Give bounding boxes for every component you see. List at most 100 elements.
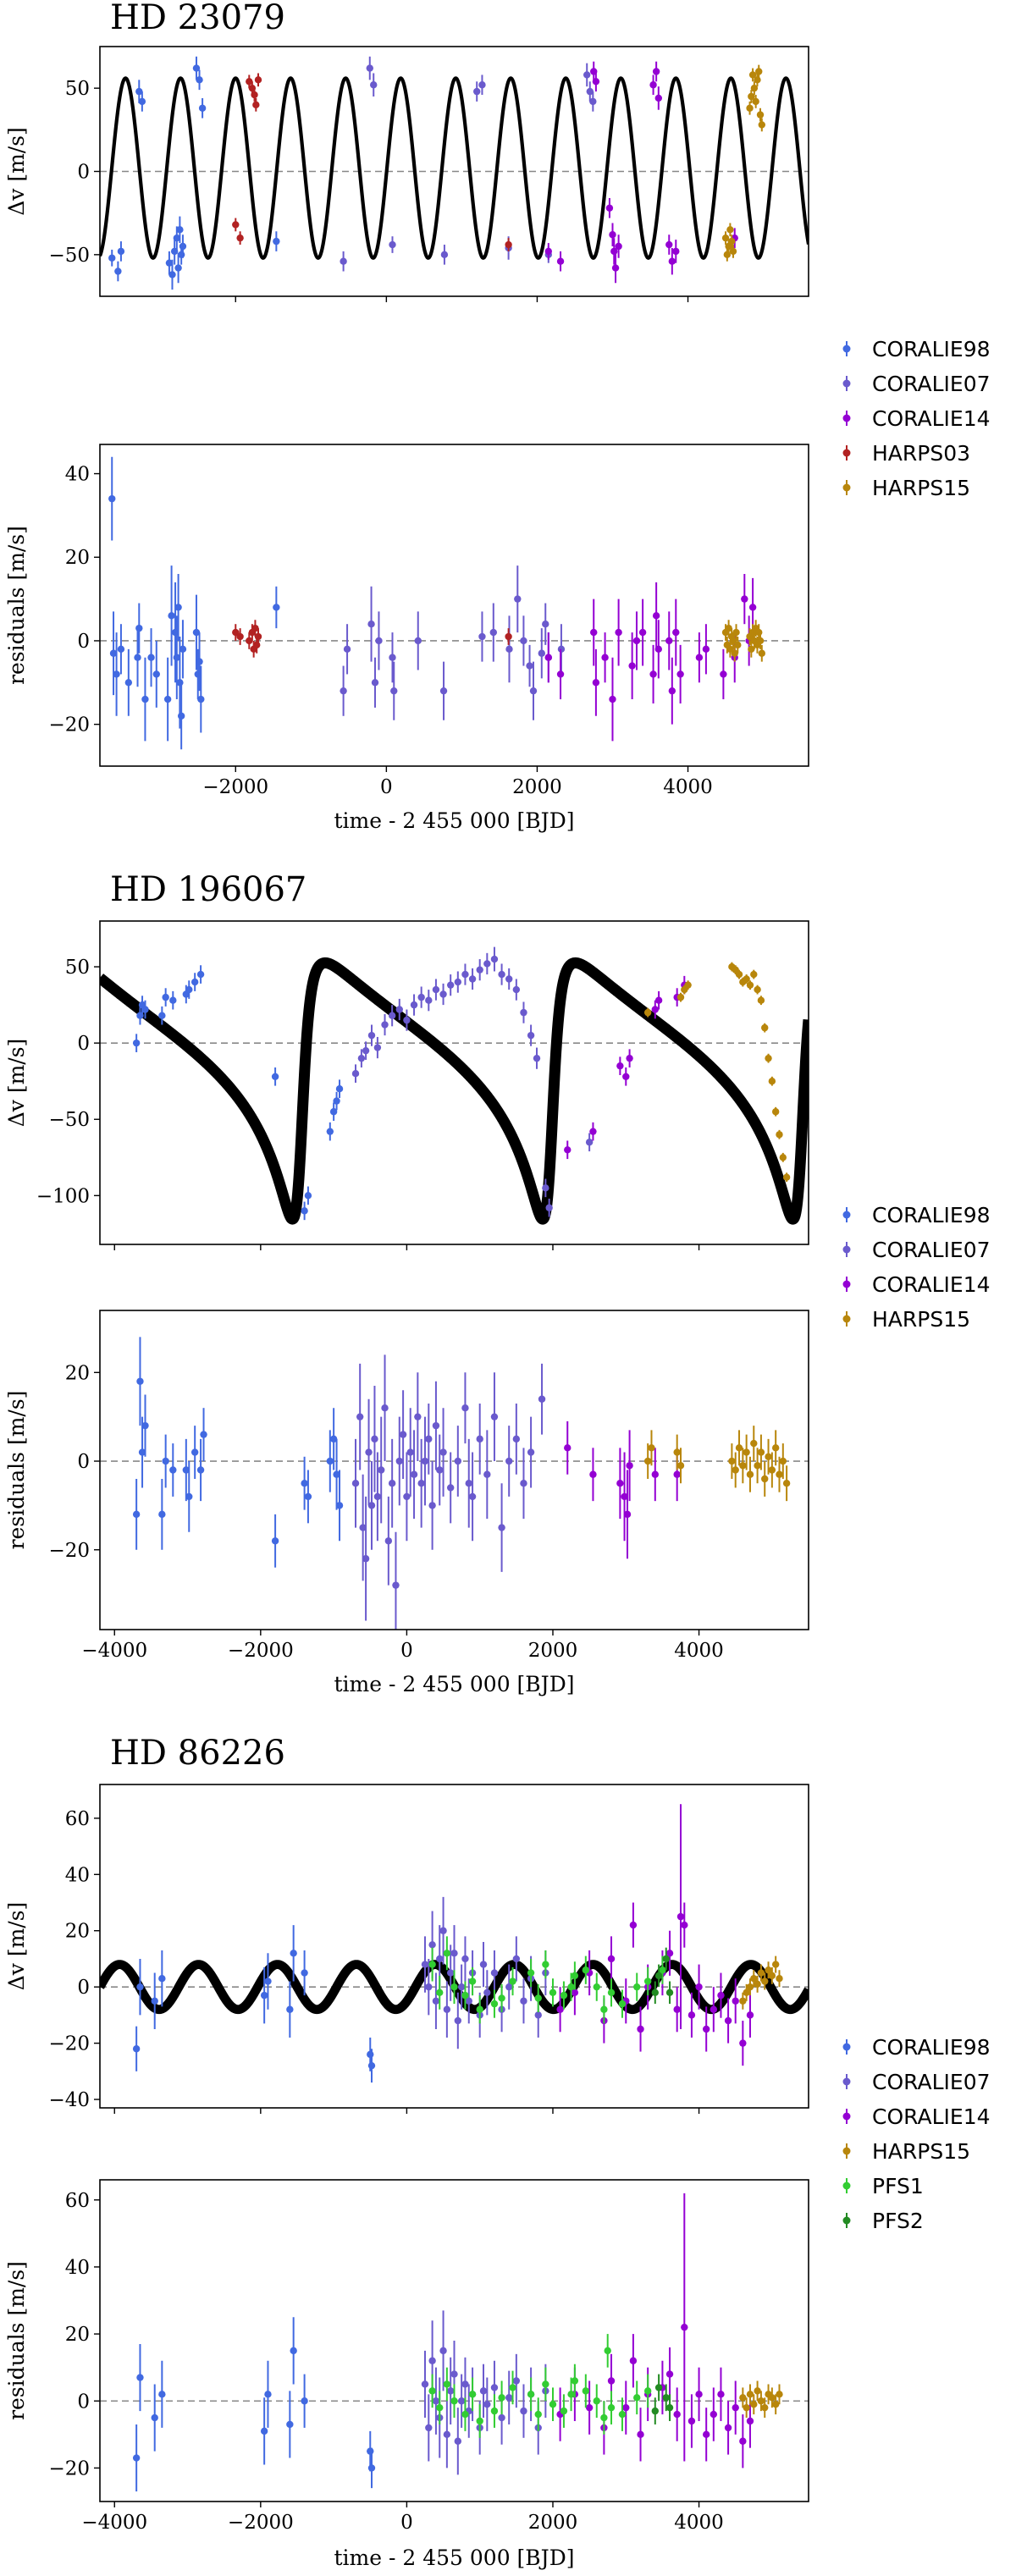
data-point (428, 1941, 436, 1949)
residuals-y-axis-label: residuals [m/s] (4, 2261, 29, 2420)
data-point (185, 985, 193, 994)
data-point (527, 1031, 535, 1040)
data-point (147, 654, 155, 661)
x-tick-label: 2000 (528, 2512, 578, 2534)
data-point (609, 231, 616, 239)
data-point (637, 2430, 644, 2439)
data-point (138, 1448, 146, 1456)
data-point (605, 204, 614, 212)
data-point (365, 1448, 373, 1456)
data-point (665, 2370, 674, 2378)
data-point (734, 641, 742, 649)
y-tick-label: −20 (48, 1540, 90, 1562)
data-point (681, 1921, 688, 1929)
data-point (571, 1989, 579, 1997)
data-point (367, 2061, 376, 2070)
data-point (135, 624, 143, 632)
data-point (505, 632, 512, 641)
data-point (356, 1413, 364, 1420)
data-point (505, 975, 513, 983)
data-point (454, 2016, 462, 2025)
data-point (710, 2410, 718, 2419)
data-point (439, 990, 447, 998)
legend-label: PFS2 (872, 2209, 924, 2233)
data-point (761, 1978, 769, 1985)
data-points (132, 946, 791, 1221)
data-point (731, 649, 738, 657)
data-point (684, 981, 692, 989)
data-point (695, 1983, 703, 1991)
data-point (432, 985, 440, 994)
data-point (754, 1980, 761, 1989)
legend-item: HARPS15 (842, 1307, 970, 1332)
data-point (326, 1457, 334, 1465)
data-point (489, 628, 498, 637)
data-point (750, 1975, 758, 1983)
data-point (721, 234, 730, 242)
data-point (176, 679, 184, 687)
data-point (169, 996, 177, 1004)
data-point (542, 1184, 549, 1192)
data-point (367, 2050, 374, 2059)
legend-marker (842, 2043, 851, 2051)
data-point (371, 679, 379, 687)
rv-panel: −50 0 50 (48, 46, 809, 302)
data-point (776, 2391, 783, 2398)
data-point (428, 2357, 436, 2364)
data-point (629, 1921, 638, 1929)
legend-item: CORALIE98 (842, 337, 991, 361)
data-point (425, 1983, 433, 1991)
legend-label: PFS1 (872, 2174, 924, 2198)
data-point (629, 2357, 638, 2364)
data-point (560, 2407, 568, 2415)
data-point (403, 1492, 411, 1501)
data-point (638, 628, 647, 637)
data-point (768, 2394, 776, 2402)
legend-item: CORALIE07 (842, 2070, 991, 2094)
data-point (343, 645, 351, 654)
data-point (601, 654, 609, 661)
legend-item: CORALIE14 (842, 406, 991, 431)
data-point (505, 1457, 513, 1465)
data-point (162, 1457, 169, 1465)
legend-label: CORALIE07 (872, 2070, 991, 2094)
legend-marker (842, 1211, 851, 1219)
data-point (468, 1492, 477, 1501)
data-point (498, 2394, 505, 2402)
rv-panel: −40 −20 0 20 40 60 (48, 1784, 809, 2114)
data-point (771, 1444, 780, 1452)
data-point (406, 1448, 414, 1456)
data-point (643, 2387, 652, 2395)
x-tick-label: 0 (400, 1640, 413, 1662)
data-point (141, 695, 149, 703)
data-point (301, 2397, 308, 2405)
data-point (676, 1462, 685, 1470)
data-point (632, 637, 641, 645)
data-point (461, 1955, 469, 1963)
data-point (651, 2407, 659, 2415)
data-point (498, 1994, 505, 2002)
residuals-y-axis-label: residuals [m/s] (4, 526, 29, 685)
data-point (743, 2403, 750, 2412)
x-tick-label: −4000 (81, 2512, 147, 2534)
data-point (254, 76, 262, 84)
data-point (505, 645, 513, 654)
data-point (359, 1524, 367, 1531)
legend-item: HARPS15 (842, 476, 970, 500)
data-point (436, 1466, 444, 1474)
x-tick-label: 2000 (528, 1640, 578, 1662)
data-point (616, 1480, 624, 1487)
data-point (198, 104, 207, 112)
data-point (607, 2377, 616, 2385)
data-point (134, 654, 141, 661)
data-point (729, 637, 737, 645)
data-point (232, 221, 240, 229)
data-point (662, 1955, 670, 1963)
x-tick-label: −4000 (81, 1640, 147, 1662)
y-tick-label: 20 (65, 547, 90, 569)
data-point (648, 1444, 655, 1452)
data-point (673, 1470, 681, 1478)
data-point (582, 2387, 590, 2395)
data-point (432, 2397, 440, 2405)
y-tick-label: 0 (77, 1977, 90, 1999)
